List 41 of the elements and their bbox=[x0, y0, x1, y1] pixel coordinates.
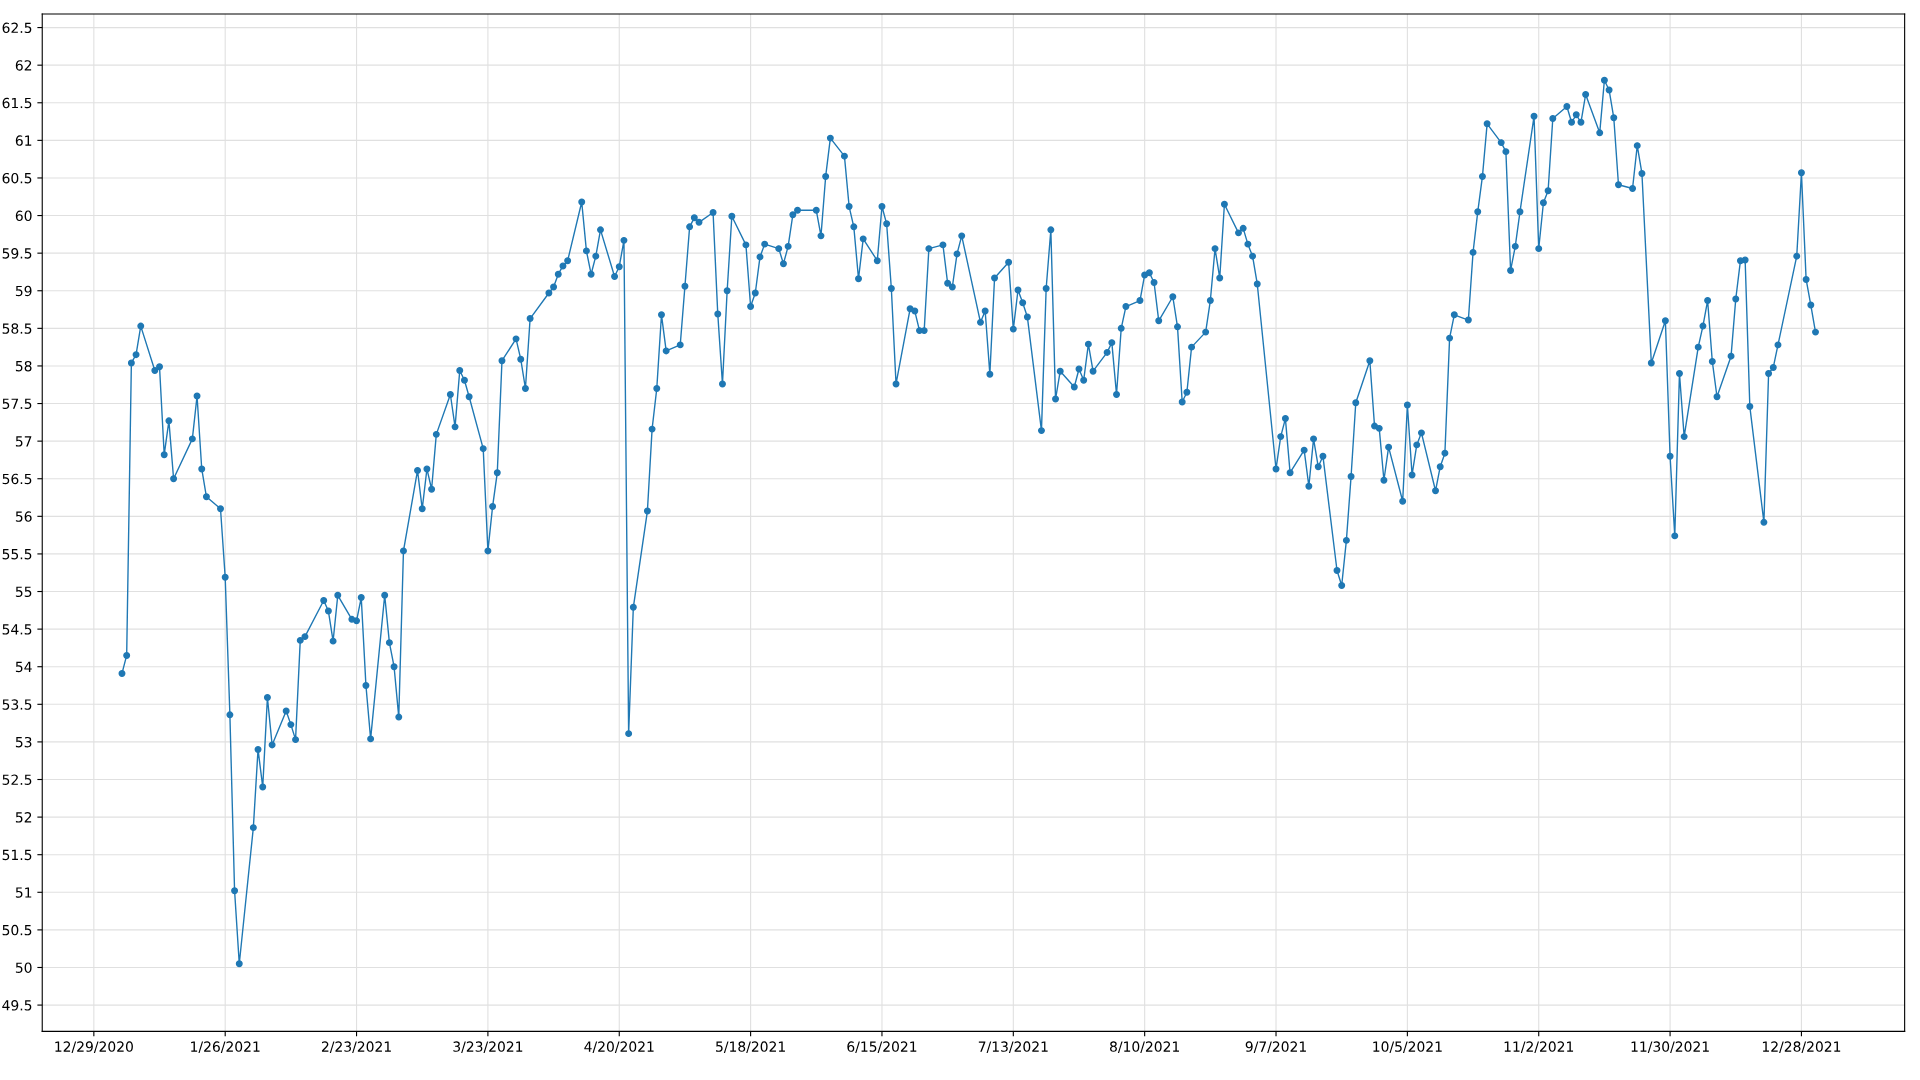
y-tick-label: 53 bbox=[15, 736, 32, 748]
x-tick-label: 6/15/2021 bbox=[847, 1041, 917, 1053]
x-tick-label: 7/13/2021 bbox=[978, 1041, 1048, 1053]
y-tick-label: 57 bbox=[15, 436, 32, 447]
y-tick-label: 56 bbox=[15, 511, 32, 522]
y-tick-label: 53.5 bbox=[2, 699, 32, 710]
y-tick-label: 56.5 bbox=[2, 473, 32, 485]
y-tick-label: 49.5 bbox=[2, 1000, 32, 1011]
y-tick-label: 61.5 bbox=[2, 97, 32, 109]
x-tick-label: 9/7/2021 bbox=[1245, 1041, 1306, 1053]
y-tick-label: 59.5 bbox=[2, 248, 32, 259]
y-tick-label: 51.5 bbox=[2, 849, 32, 861]
y-tick-label: 54.5 bbox=[2, 624, 32, 635]
x-tick-label: 10/5/2021 bbox=[1373, 1041, 1442, 1053]
y-tick-label: 61 bbox=[15, 135, 32, 146]
y-tick-label: 52 bbox=[15, 812, 32, 823]
y-tick-label: 58 bbox=[15, 360, 32, 372]
x-tick-label: 1/26/2021 bbox=[191, 1041, 260, 1053]
x-tick-label: 4/20/2021 bbox=[584, 1041, 654, 1053]
x-tick-label: 12/28/2021 bbox=[1762, 1041, 1841, 1053]
y-tick-label: 60 bbox=[15, 210, 32, 222]
y-tick-label: 54 bbox=[15, 661, 32, 673]
x-tick-label: 5/18/2021 bbox=[716, 1041, 785, 1053]
x-tick-label: 3/23/2021 bbox=[453, 1041, 523, 1053]
y-tick-label: 50 bbox=[15, 962, 32, 973]
y-tick-label: 57.5 bbox=[2, 398, 32, 410]
x-tick-label: 11/2/2021 bbox=[1504, 1041, 1574, 1053]
y-tick-label: 60.5 bbox=[2, 172, 32, 184]
y-tick-label: 55 bbox=[15, 586, 32, 597]
y-tick-label: 59 bbox=[15, 285, 32, 297]
y-tick-label: 58.5 bbox=[2, 323, 32, 334]
x-tick-label: 8/10/2021 bbox=[1110, 1041, 1179, 1053]
y-tick-label: 55.5 bbox=[2, 549, 32, 560]
x-tick-label: 11/30/2021 bbox=[1631, 1041, 1709, 1053]
x-tick-label: 2/23/2021 bbox=[321, 1041, 391, 1053]
x-tick-label: 12/29/2020 bbox=[55, 1041, 133, 1053]
y-tick-label: 62.5 bbox=[2, 22, 32, 34]
y-tick-label: 62 bbox=[15, 60, 32, 71]
y-tick-label: 52.5 bbox=[2, 774, 32, 785]
y-tick-label: 51 bbox=[15, 887, 32, 898]
y-tick-label: 50.5 bbox=[2, 924, 32, 936]
